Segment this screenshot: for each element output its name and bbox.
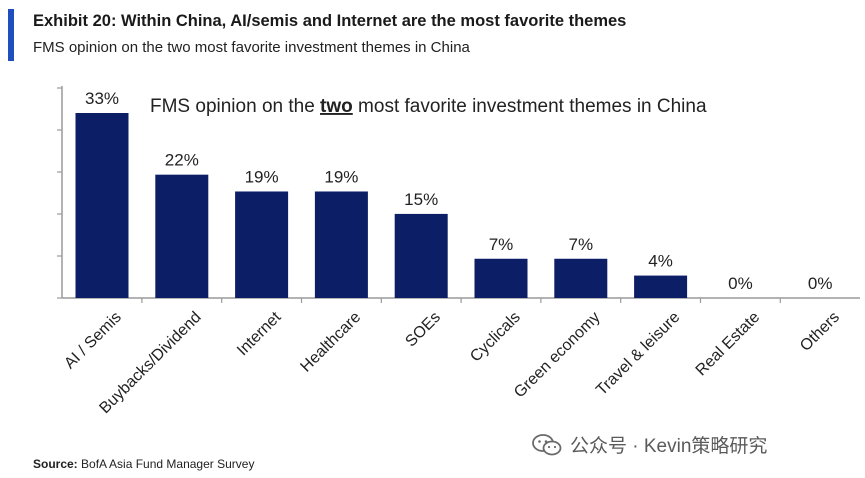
chart-title-part: most favorite investment themes in China [353, 96, 707, 117]
wechat-icon [532, 433, 562, 455]
category-label: Others [797, 309, 843, 355]
data-label: 4% [648, 252, 673, 271]
bar [314, 191, 368, 298]
data-label: 0% [728, 274, 753, 293]
data-label: 0% [808, 274, 833, 293]
data-label: 19% [324, 167, 358, 186]
data-label: 33% [85, 89, 119, 108]
category-label: Real Estate [693, 309, 764, 380]
bar [155, 174, 209, 298]
chart-title: FMS opinion on the two most favorite inv… [150, 96, 707, 117]
watermark-text: 公众号 · Kevin策略研究 [570, 436, 768, 457]
data-label: 7% [569, 235, 594, 254]
bar [75, 113, 129, 298]
data-label: 15% [404, 190, 438, 209]
accent-bar [8, 9, 14, 61]
category-label: Green economy [511, 309, 604, 402]
category-label: Travel & leisure [593, 309, 683, 399]
category-label: Internet [234, 308, 285, 359]
data-label: 19% [245, 167, 279, 186]
bar [474, 258, 528, 298]
data-label: 22% [165, 151, 199, 170]
data-label: 7% [489, 235, 514, 254]
category-label: SOEs [402, 309, 444, 351]
bar [554, 258, 608, 298]
source-note: Source: BofA Asia Fund Manager Survey [33, 457, 254, 471]
bar [634, 275, 688, 298]
chart-title-part: FMS opinion on the [150, 96, 320, 117]
exhibit-title: Exhibit 20: Within China, AI/semis and I… [33, 12, 627, 30]
watermark: 公众号 · Kevin策略研究 [532, 431, 767, 458]
source-text: BofA Asia Fund Manager Survey [77, 457, 255, 471]
source-label: Source: [33, 457, 78, 471]
exhibit-subtitle: FMS opinion on the two most favorite inv… [33, 39, 470, 56]
category-label: AI / Semis [61, 309, 125, 373]
category-label: Healthcare [297, 309, 364, 376]
chart-title-emphasis: two [320, 96, 353, 117]
bar [394, 213, 448, 298]
category-label: Cyclicals [467, 309, 524, 366]
bar [235, 191, 289, 298]
